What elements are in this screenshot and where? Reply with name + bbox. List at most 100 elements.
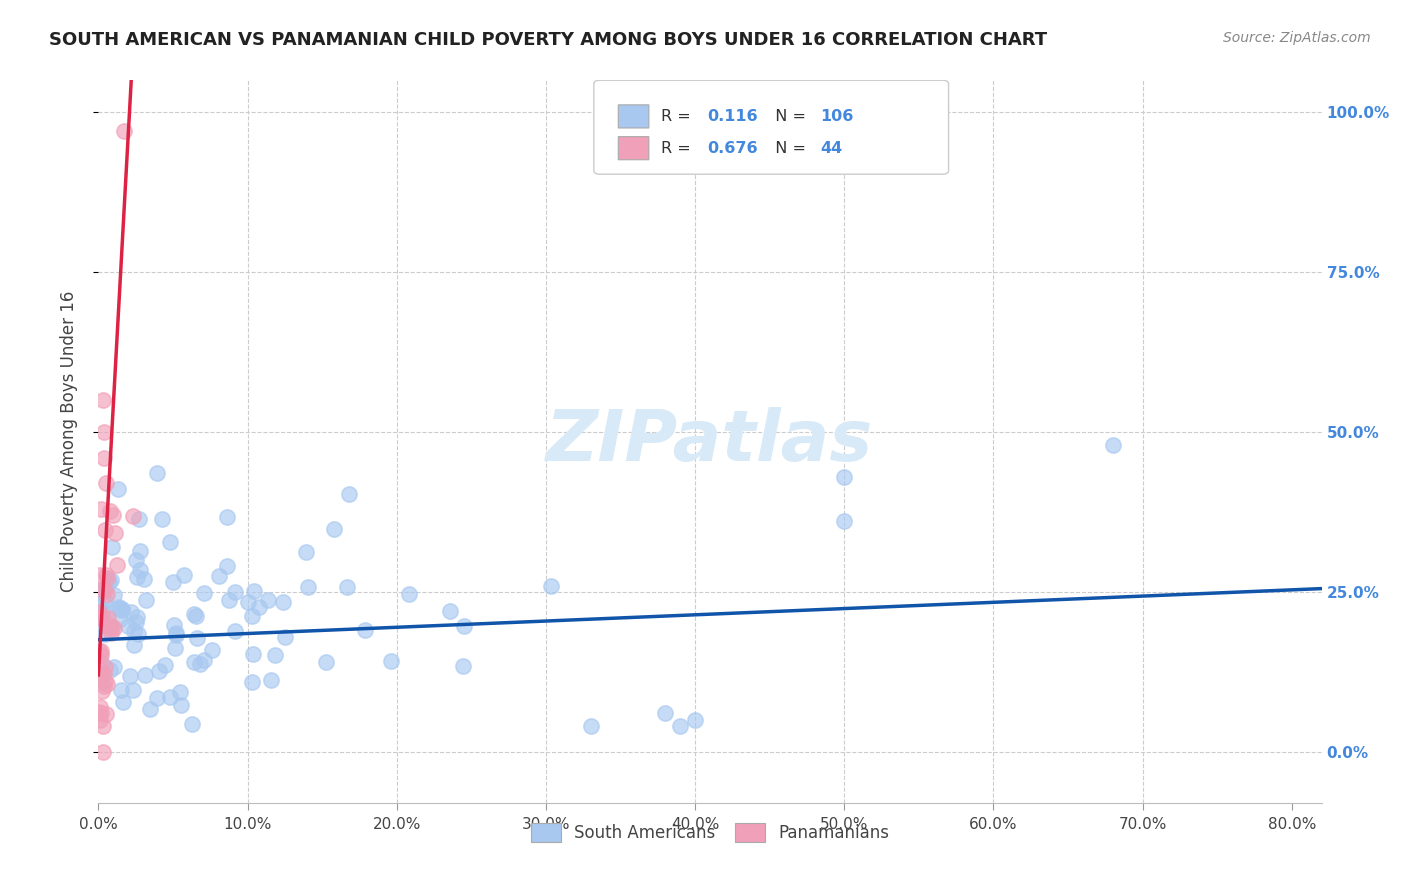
Point	[274, 630, 297, 644]
Point	[89, 611, 111, 625]
Point	[170, 698, 193, 712]
Point	[90, 644, 112, 658]
Point	[451, 658, 474, 673]
FancyBboxPatch shape	[593, 80, 949, 174]
Point	[260, 673, 283, 687]
Point	[146, 691, 169, 706]
Point	[108, 601, 131, 615]
Point	[295, 545, 318, 559]
Point	[96, 567, 118, 582]
Point	[1101, 438, 1123, 452]
Point	[87, 600, 110, 615]
Point	[264, 648, 287, 662]
FancyBboxPatch shape	[619, 136, 648, 160]
Point	[96, 677, 118, 691]
Point	[96, 603, 118, 617]
Point	[124, 624, 146, 638]
Point	[93, 584, 115, 599]
Point	[398, 587, 420, 601]
Point	[94, 476, 117, 491]
Text: 44: 44	[820, 141, 842, 156]
Text: Source: ZipAtlas.com: Source: ZipAtlas.com	[1223, 31, 1371, 45]
Text: N =: N =	[765, 141, 811, 156]
Point	[181, 717, 204, 731]
Point	[832, 515, 855, 529]
Point	[121, 682, 143, 697]
Point	[100, 626, 122, 640]
Text: ZIPatlas: ZIPatlas	[547, 407, 873, 476]
Point	[247, 600, 270, 615]
Point	[173, 568, 195, 582]
Y-axis label: Child Poverty Among Boys Under 16: Child Poverty Among Boys Under 16	[59, 291, 77, 592]
Point	[336, 581, 359, 595]
Point	[669, 719, 692, 733]
Point	[103, 508, 125, 523]
Point	[201, 642, 224, 657]
Point	[121, 508, 143, 523]
Point	[315, 656, 337, 670]
Point	[91, 719, 114, 733]
Point	[89, 699, 111, 714]
Point	[90, 582, 112, 597]
Point	[242, 647, 264, 661]
Text: 106: 106	[820, 109, 853, 124]
Point	[98, 575, 121, 590]
Point	[683, 713, 706, 727]
Point	[87, 644, 110, 658]
Point	[208, 568, 231, 582]
Point	[215, 509, 238, 524]
Point	[163, 617, 186, 632]
Point	[93, 679, 115, 693]
Point	[93, 524, 115, 538]
Point	[91, 604, 114, 618]
Point	[654, 706, 676, 721]
Text: R =: R =	[661, 109, 696, 124]
Point	[127, 609, 149, 624]
Point	[104, 525, 127, 540]
Point	[94, 707, 117, 722]
Point	[90, 706, 112, 721]
Point	[96, 581, 118, 595]
Point	[90, 684, 112, 698]
Point	[90, 663, 112, 677]
Point	[242, 674, 264, 689]
Point	[118, 669, 141, 683]
Point	[91, 584, 114, 599]
Point	[105, 558, 128, 572]
Point	[159, 534, 181, 549]
Point	[90, 501, 112, 516]
Point	[87, 706, 110, 720]
Point	[87, 568, 110, 582]
Point	[297, 580, 319, 594]
Point	[93, 425, 115, 439]
Point	[93, 667, 115, 681]
Point	[134, 667, 156, 681]
Point	[96, 587, 118, 601]
Point	[165, 628, 187, 642]
Point	[135, 592, 157, 607]
Point	[165, 640, 187, 655]
Point	[183, 655, 205, 669]
Point	[94, 627, 117, 641]
Point	[256, 593, 278, 607]
FancyBboxPatch shape	[619, 105, 648, 128]
Point	[93, 618, 115, 632]
Point	[165, 626, 187, 640]
Point	[121, 605, 143, 619]
Text: R =: R =	[661, 141, 696, 156]
Point	[193, 653, 215, 667]
Point	[90, 655, 112, 669]
Point	[89, 713, 111, 727]
Point	[224, 624, 246, 639]
Point	[159, 690, 181, 704]
Point	[91, 392, 114, 407]
Point	[218, 592, 240, 607]
Point	[100, 620, 122, 634]
Point	[148, 664, 170, 678]
Point	[215, 558, 238, 573]
Point	[89, 605, 111, 619]
Point	[236, 595, 259, 609]
Point	[128, 544, 150, 558]
Point	[240, 609, 263, 624]
Point	[134, 572, 156, 586]
